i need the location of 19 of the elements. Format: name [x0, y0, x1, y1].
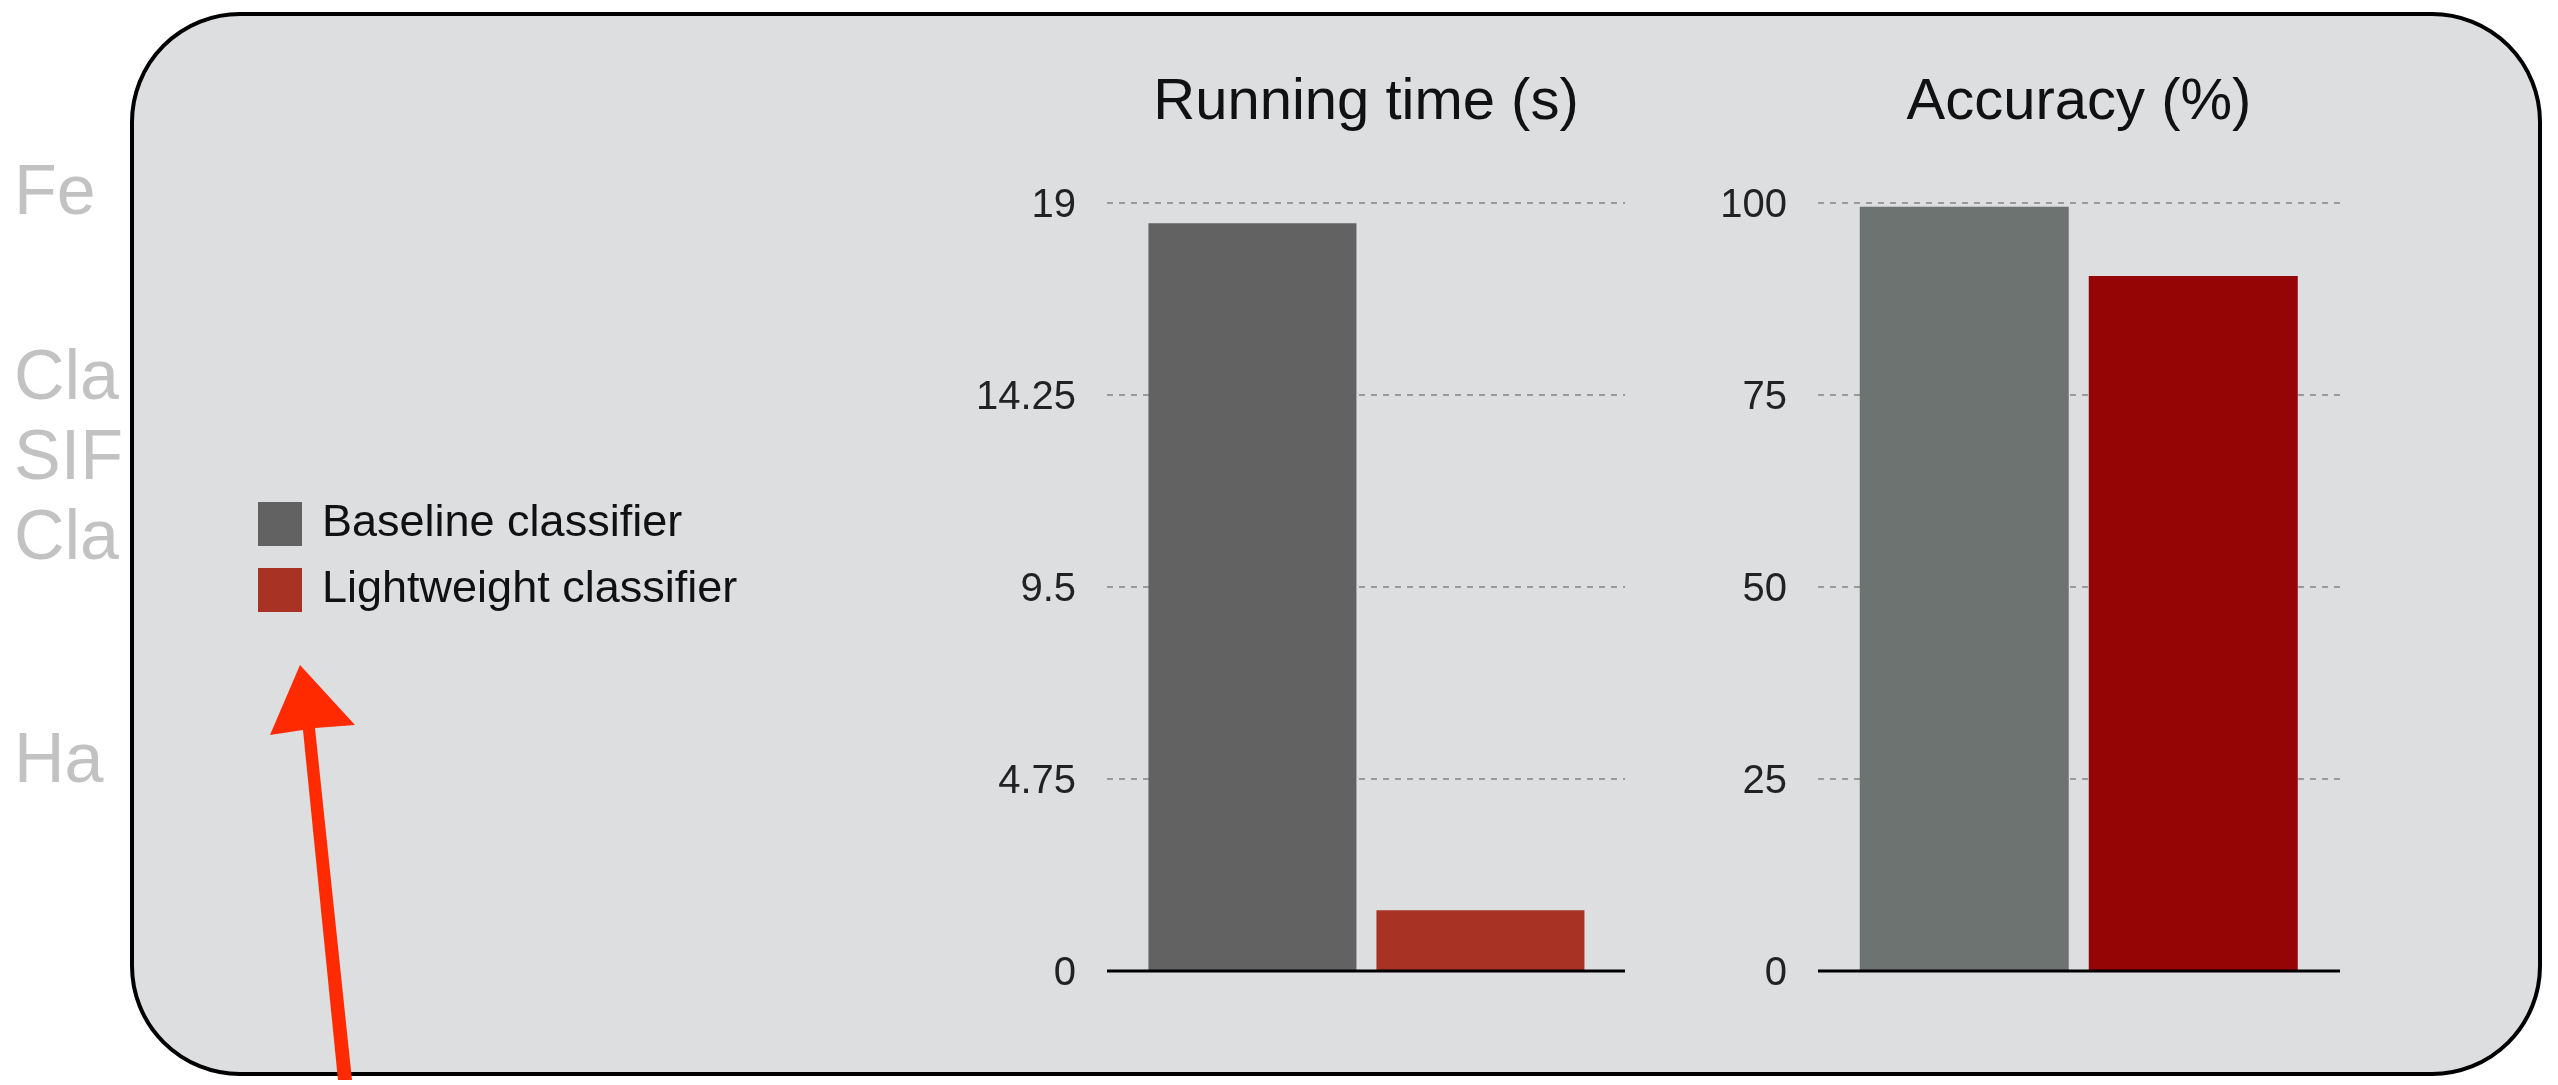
- chart-title: Accuracy (%): [1905, 65, 2253, 132]
- legend-label: Lightweight classifier: [322, 561, 738, 612]
- y-tick-label: 25: [1742, 757, 1787, 802]
- y-tick-label: 0: [1053, 949, 1076, 994]
- y-tick-label: 100: [1720, 181, 1787, 226]
- text: Cla: [14, 495, 120, 575]
- text: Cla: [14, 335, 120, 415]
- text: Ha: [14, 718, 104, 798]
- legend-label: Baseline classifier: [322, 495, 683, 546]
- y-tick-label: 50: [1742, 565, 1787, 610]
- chart-title: Running time (s): [1152, 65, 1580, 132]
- y-tick-label: 14.25: [975, 373, 1076, 418]
- y-tick-label: 4.75: [998, 757, 1076, 802]
- y-tick-label: 0: [1764, 949, 1787, 994]
- y-tick-label: 19: [1031, 181, 1076, 226]
- y-tick-label: 9.5: [1020, 565, 1076, 610]
- y-tick-label: 75: [1742, 373, 1787, 418]
- text: Fe: [14, 150, 96, 230]
- text: SIF: [14, 415, 123, 495]
